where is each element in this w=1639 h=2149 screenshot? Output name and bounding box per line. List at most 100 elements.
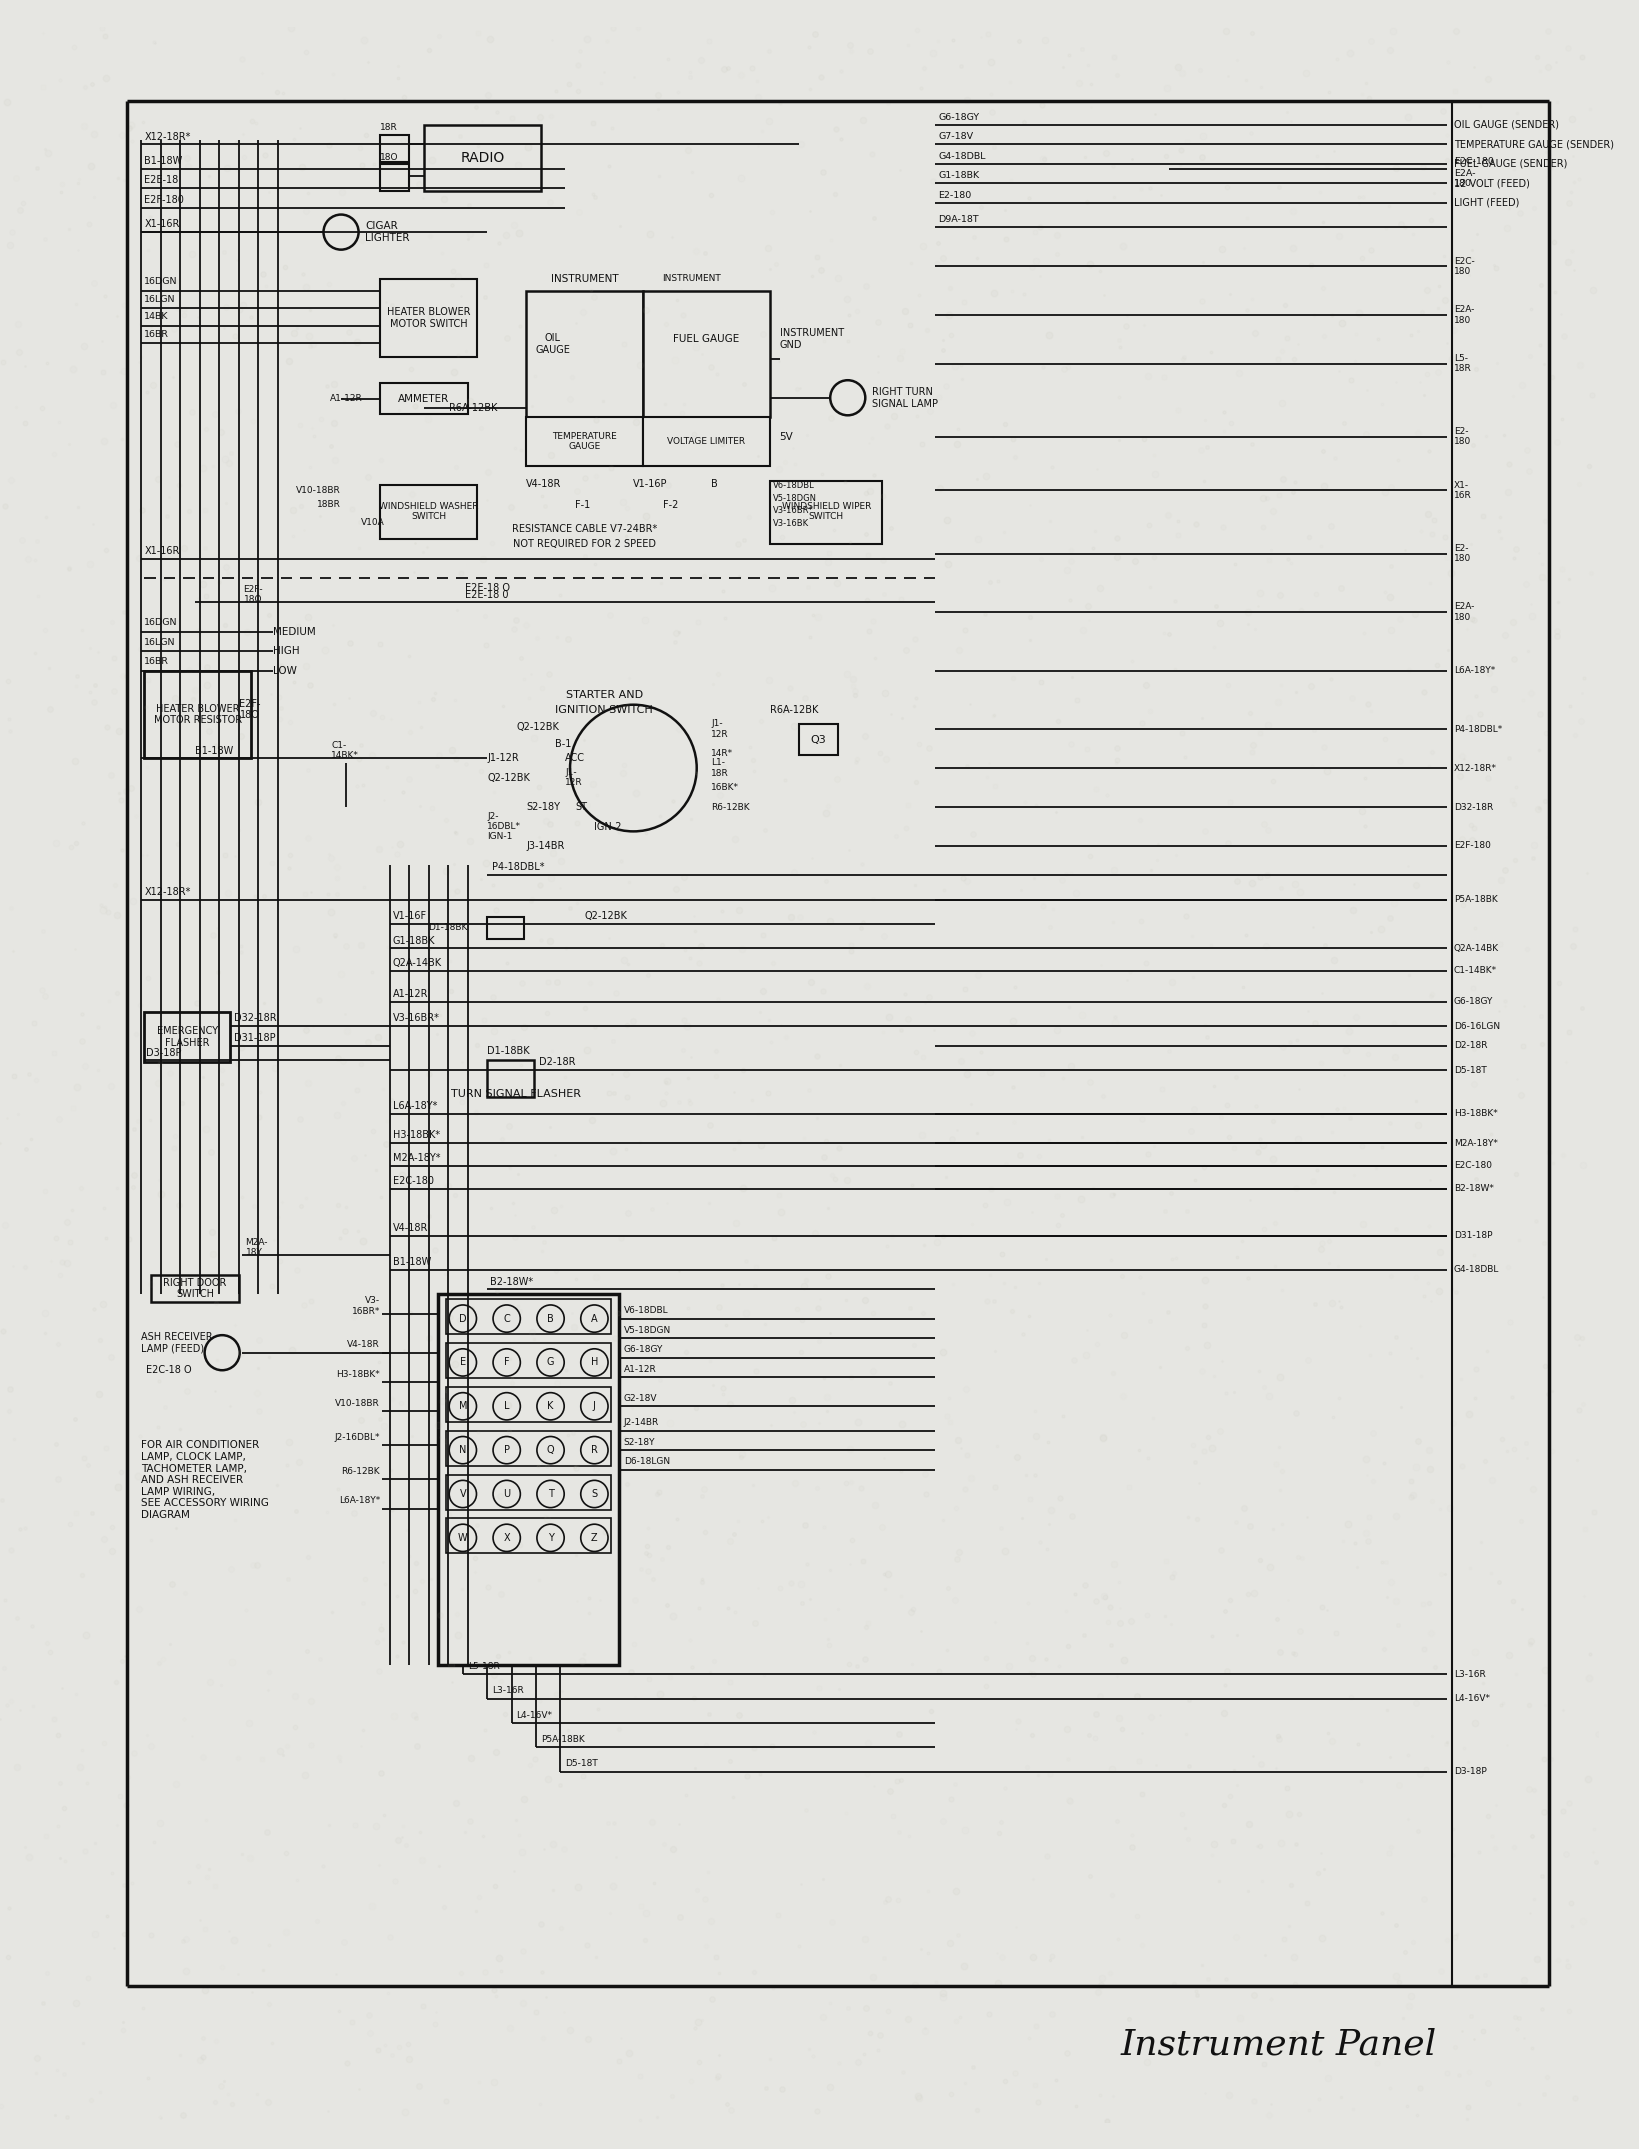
Text: ASH RECEIVER
LAMP (FEED): ASH RECEIVER LAMP (FEED) — [141, 1332, 213, 1354]
Text: ST: ST — [575, 802, 587, 812]
Circle shape — [580, 1481, 608, 1509]
Text: H: H — [590, 1358, 598, 1367]
Text: B: B — [547, 1313, 554, 1324]
Text: ACC: ACC — [565, 754, 585, 763]
Text: M2A-
18Y: M2A- 18Y — [246, 1238, 267, 1257]
Text: L6A-18Y*: L6A-18Y* — [1452, 666, 1495, 675]
Text: F-2: F-2 — [662, 501, 677, 509]
Circle shape — [829, 380, 865, 415]
Text: H3-18BK*: H3-18BK* — [1452, 1109, 1496, 1117]
Bar — [380, 279, 477, 357]
Text: 14BK: 14BK — [144, 312, 169, 322]
Text: M: M — [459, 1401, 467, 1412]
Text: WINDSHIELD WASHER
SWITCH: WINDSHIELD WASHER SWITCH — [379, 503, 479, 522]
Text: H3-18BK*: H3-18BK* — [392, 1130, 439, 1141]
Bar — [151, 1274, 239, 1302]
Text: L4-16V*: L4-16V* — [516, 1711, 552, 1719]
Text: IGN-2: IGN-2 — [593, 821, 621, 832]
Circle shape — [493, 1436, 520, 1463]
Text: E2F-
18O: E2F- 18O — [239, 698, 261, 720]
Bar — [526, 417, 642, 466]
Text: X1-16R: X1-16R — [144, 546, 180, 557]
Text: 16LGN: 16LGN — [144, 294, 175, 303]
Text: E2-180: E2-180 — [938, 191, 970, 200]
Text: J: J — [593, 1401, 595, 1412]
Text: E2-
180: E2- 180 — [1452, 544, 1470, 563]
Text: G: G — [546, 1358, 554, 1367]
Text: X12-18R*: X12-18R* — [1452, 763, 1496, 771]
Text: B1-18W: B1-18W — [392, 1257, 431, 1268]
Text: L6A-18Y*: L6A-18Y* — [392, 1100, 438, 1111]
Text: P5A-18BK: P5A-18BK — [1452, 896, 1496, 905]
Text: R6A-12BK: R6A-12BK — [769, 705, 818, 716]
Circle shape — [580, 1524, 608, 1552]
Text: J1-
12R: J1- 12R — [711, 720, 728, 739]
Text: HEATER BLOWER
MOTOR SWITCH: HEATER BLOWER MOTOR SWITCH — [387, 307, 470, 329]
Text: 18O: 18O — [380, 153, 398, 161]
Text: F-1: F-1 — [575, 501, 590, 509]
Text: E2F-180: E2F-180 — [144, 196, 184, 204]
Circle shape — [449, 1350, 477, 1375]
Bar — [769, 481, 882, 544]
Bar — [446, 1474, 611, 1509]
Text: V5-18DGN: V5-18DGN — [772, 494, 816, 503]
Text: E2F-180: E2F-180 — [1452, 842, 1490, 851]
Text: WINDSHIELD WIPER
SWITCH: WINDSHIELD WIPER SWITCH — [782, 503, 870, 522]
Text: K: K — [547, 1401, 554, 1412]
Text: AMMETER: AMMETER — [398, 393, 449, 404]
Text: B: B — [711, 479, 718, 488]
Text: J1-
12R: J1- 12R — [565, 767, 582, 787]
Text: D1-18BK: D1-18BK — [428, 924, 467, 933]
Text: Q2-12BK: Q2-12BK — [583, 911, 628, 922]
Text: V1-16P: V1-16P — [633, 479, 667, 488]
Circle shape — [536, 1481, 564, 1509]
Text: V6-18DBL: V6-18DBL — [623, 1307, 667, 1315]
Text: C1-14BK*: C1-14BK* — [1452, 967, 1496, 976]
Text: FUEL GAUGE (SENDER): FUEL GAUGE (SENDER) — [1452, 159, 1567, 170]
Circle shape — [493, 1350, 520, 1375]
Text: 18BR: 18BR — [316, 501, 341, 509]
Text: R6-12BK: R6-12BK — [341, 1468, 380, 1476]
Circle shape — [449, 1481, 477, 1509]
Text: B1-18W: B1-18W — [195, 746, 233, 756]
Text: D31-18P: D31-18P — [1452, 1231, 1491, 1240]
Bar — [798, 724, 838, 756]
Text: P: P — [503, 1444, 510, 1455]
Text: G4-18DBL: G4-18DBL — [938, 153, 985, 161]
Text: V3-16BR*: V3-16BR* — [392, 1014, 439, 1023]
Text: M2A-18Y*: M2A-18Y* — [392, 1152, 439, 1163]
Circle shape — [580, 1393, 608, 1420]
Bar — [642, 290, 769, 417]
Bar — [144, 1012, 229, 1062]
Text: T: T — [547, 1489, 552, 1500]
Text: X: X — [503, 1532, 510, 1543]
Text: 16BK*: 16BK* — [711, 782, 739, 793]
Text: OIL GAUGE (SENDER): OIL GAUGE (SENDER) — [1452, 120, 1559, 129]
Text: FOR AIR CONDITIONER
LAMP, CLOCK LAMP,
TACHOMETER LAMP,
AND ASH RECEIVER
LAMP WIR: FOR AIR CONDITIONER LAMP, CLOCK LAMP, TA… — [141, 1440, 269, 1519]
Circle shape — [449, 1393, 477, 1420]
Circle shape — [493, 1481, 520, 1509]
Circle shape — [449, 1304, 477, 1332]
Bar — [423, 125, 541, 191]
Bar — [380, 383, 467, 415]
Text: HEATER BLOWER
MOTOR RESISTOR: HEATER BLOWER MOTOR RESISTOR — [154, 703, 241, 724]
Text: INSTRUMENT: INSTRUMENT — [662, 275, 721, 284]
Text: C1-
14BK*: C1- 14BK* — [331, 741, 359, 761]
Text: W: W — [457, 1532, 467, 1543]
Text: D31-18P: D31-18P — [234, 1034, 275, 1042]
Text: TURN SIGNAL FLASHER: TURN SIGNAL FLASHER — [451, 1090, 582, 1100]
Text: E2E-18 0: E2E-18 0 — [465, 589, 508, 600]
Text: G6-18GY: G6-18GY — [938, 112, 978, 122]
Text: D3-18P: D3-18P — [1452, 1766, 1485, 1777]
Text: RADIO: RADIO — [461, 150, 505, 165]
Circle shape — [205, 1335, 239, 1371]
Text: V3-
16BR*: V3- 16BR* — [351, 1296, 380, 1315]
Text: Q2-12BK: Q2-12BK — [516, 722, 559, 733]
Text: L4-16V*: L4-16V* — [1452, 1693, 1488, 1704]
Text: V1-16F: V1-16F — [392, 911, 426, 922]
Text: M2A-18Y*: M2A-18Y* — [1452, 1139, 1496, 1148]
Circle shape — [449, 1436, 477, 1463]
Bar — [446, 1343, 611, 1378]
Text: L5-18R: L5-18R — [467, 1661, 500, 1672]
Circle shape — [536, 1304, 564, 1332]
